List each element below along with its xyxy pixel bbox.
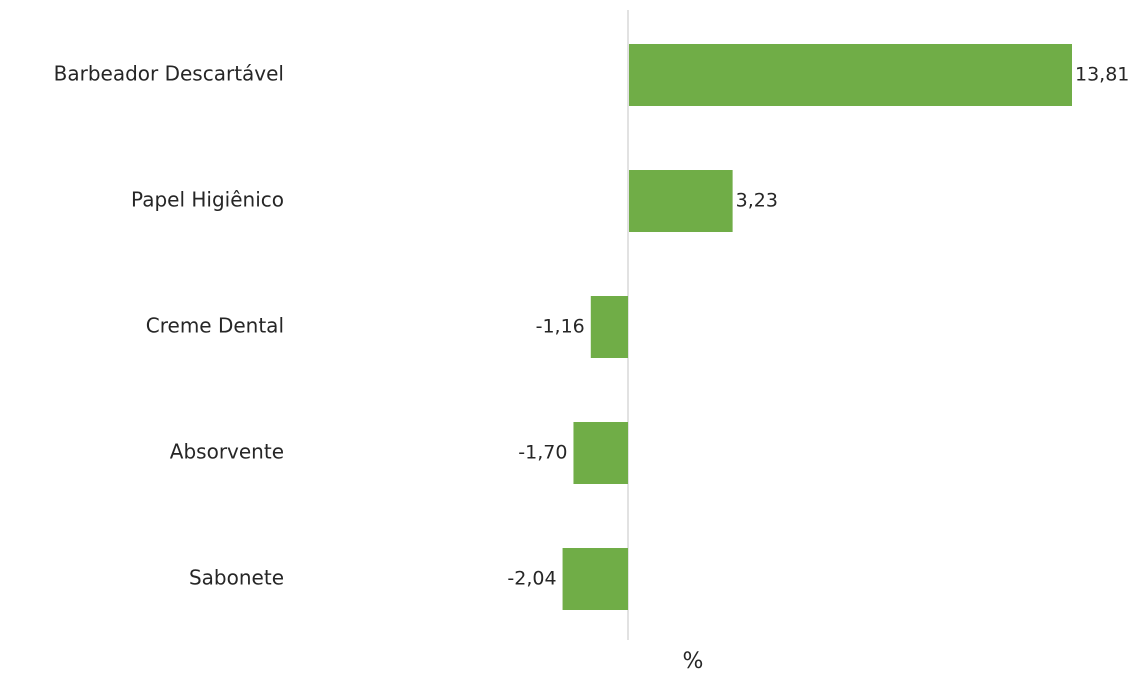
x-axis-title: % bbox=[683, 649, 704, 674]
value-label: -1,16 bbox=[536, 316, 585, 338]
value-label: 13,81 bbox=[1075, 64, 1129, 86]
category-label: Sabonete bbox=[189, 566, 284, 590]
bar-1 bbox=[629, 170, 733, 232]
category-label: Creme Dental bbox=[146, 314, 284, 338]
bar-3 bbox=[573, 422, 628, 484]
bar-2 bbox=[590, 296, 628, 358]
value-label: 3,23 bbox=[736, 190, 778, 212]
value-labels-group: 13,81 3,23 -1,16 -1,70 -2,04 bbox=[507, 64, 1129, 590]
category-label: Barbeador Descartável bbox=[54, 62, 284, 86]
value-label: -1,70 bbox=[518, 442, 567, 464]
category-label: Papel Higiênico bbox=[131, 188, 284, 212]
category-label: Absorvente bbox=[170, 440, 284, 464]
category-labels-group: Barbeador Descartável Papel Higiênico Crem… bbox=[54, 62, 284, 590]
bar-0 bbox=[629, 44, 1072, 106]
bars-group bbox=[562, 44, 1072, 610]
value-label: -2,04 bbox=[507, 568, 556, 590]
bar-4 bbox=[562, 548, 628, 610]
